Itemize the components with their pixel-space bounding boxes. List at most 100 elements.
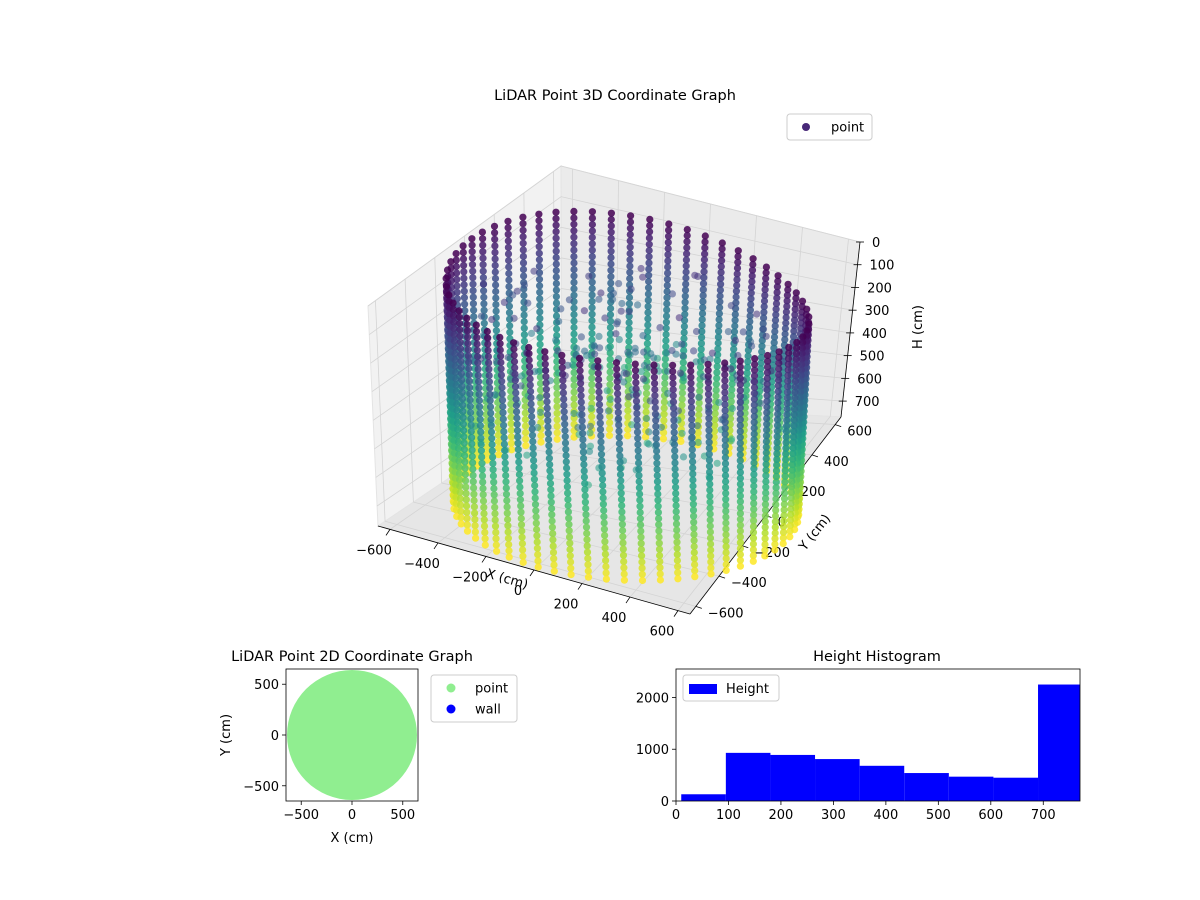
point-3d [663,300,671,308]
point-3d [518,527,526,535]
point-3d [606,362,614,370]
point-3d [488,440,496,449]
point-3d [663,306,671,314]
point-3d [636,515,645,523]
point-3d [750,395,759,403]
point-3d [480,509,488,518]
point-3d [762,466,770,474]
point-3d [760,314,768,322]
point-3d [606,323,615,332]
point-3d [732,287,741,295]
point-3d [563,483,572,491]
point-3d [772,305,780,313]
point-3d [536,373,545,381]
point-3d [748,272,756,280]
point-3d [689,458,697,466]
x-axis-label-2d: X (cm) [331,831,374,846]
point-3d-interior [479,280,488,288]
point-3d [607,279,615,287]
point-3d-interior [615,336,623,344]
point-3d [750,494,758,502]
point-3d [458,389,466,397]
point-3d [536,386,545,394]
point-3d [759,320,767,328]
point-3d [460,261,468,269]
point-3d [730,328,739,336]
point-3d [722,537,730,545]
point-3d [781,324,790,333]
point-3d [479,497,488,505]
point-3d [781,489,789,497]
point-3d [479,478,487,486]
point-3d [489,472,497,480]
point-3d [772,478,780,486]
point-3d [643,340,652,348]
point-3d [520,272,528,280]
point-3d [757,365,765,373]
point-3d [736,380,744,389]
point-3d [503,503,511,511]
point-3d [584,567,592,575]
point-3d [476,403,484,411]
point-3d [553,325,561,333]
point-3d [762,472,770,480]
point-3d [783,388,792,396]
point-3d [783,416,791,424]
point-3d [464,339,472,347]
point-3d-interior [520,281,529,289]
point-3d [560,414,569,422]
point-3d-interior [565,296,574,304]
point-3d [695,411,703,419]
point-3d [451,343,459,351]
x-tick-3d [481,556,487,563]
point-3d [561,420,569,428]
point-3d [447,258,455,266]
point-3d [673,544,681,552]
point-3d [721,383,729,391]
point-3d [674,569,682,577]
point-3d [781,478,789,486]
point-3d [721,412,729,420]
point-3d [476,422,484,430]
point-3d-interior [609,295,617,303]
point-3d [606,311,615,319]
point-3d [546,461,554,469]
point-3d [626,268,634,276]
point-3d [455,307,463,315]
point-3d-interior [650,354,658,362]
point-3d [529,438,537,446]
point-3d [749,540,758,548]
point-3d [736,398,744,406]
point-3d [506,322,514,330]
point-3d [743,363,752,371]
point-3d [761,552,769,560]
point-3d [688,446,696,454]
point-3d [632,397,641,405]
point-3d [761,518,769,526]
point-3d [455,463,463,471]
point-3d [645,246,653,255]
point-3d [460,287,468,295]
point-3d [558,364,566,372]
point-3d [456,482,464,490]
point-3d-interior [713,459,721,467]
point-3d [480,300,488,308]
point-3d [502,484,510,492]
point-3d [656,576,665,584]
point-3d [706,534,715,542]
point-3d [570,285,578,293]
point-3d [566,545,574,554]
point-3d [681,298,689,306]
z-axis-line [840,241,861,418]
point-3d-interior [536,408,545,416]
point-3d [787,510,795,519]
point-3d [531,494,539,502]
point-3d [543,392,551,400]
point-3d [570,375,578,383]
point-3d [576,373,584,381]
point-3d [646,215,654,223]
point-3d-interior [620,378,628,386]
point-3d [650,367,658,375]
point-3d [653,472,661,480]
